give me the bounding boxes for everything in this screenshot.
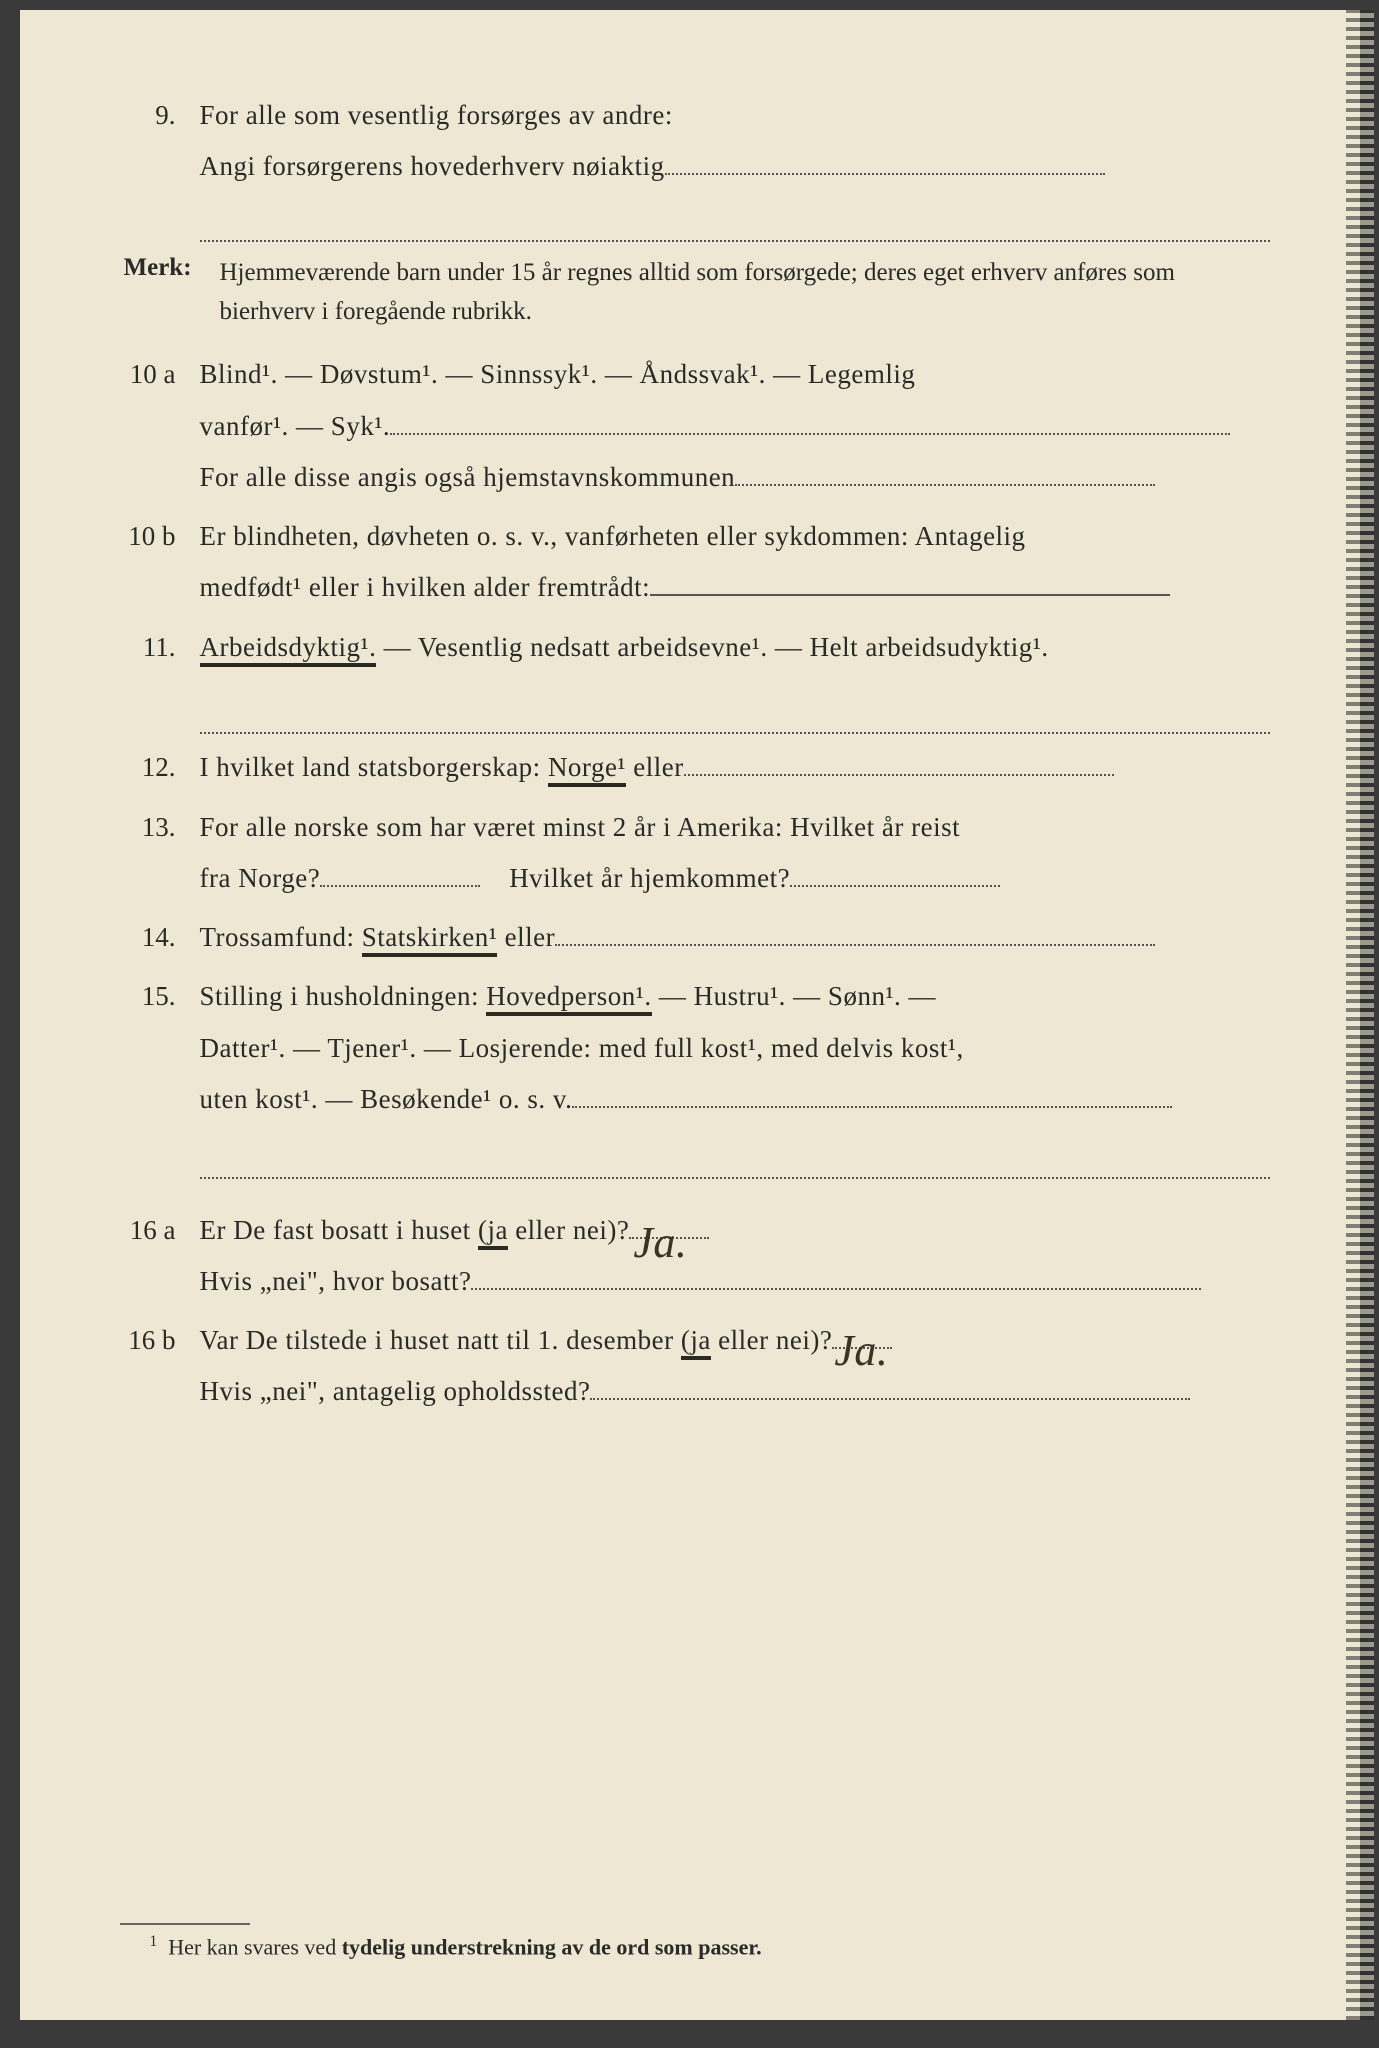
q9-content: For alle som vesentlig forsørges av andr…	[200, 90, 1270, 242]
fill-line	[572, 1106, 1172, 1108]
merk-text: Hjemmeværende barn under 15 år regnes al…	[220, 254, 1270, 332]
question-15: 15. Stilling i husholdningen: Hovedperso…	[120, 971, 1270, 1178]
question-10a: 10 a Blind¹. — Døvstum¹. — Sinnssyk¹. — …	[120, 349, 1270, 503]
q15-line1: Stilling i husholdningen: Hovedperson¹. …	[200, 971, 1270, 1022]
q14-content: Trossamfund: Statskirken¹ eller	[200, 912, 1270, 963]
q9-line2: Angi forsørgerens hovederhverv nøiaktig	[200, 141, 1270, 192]
q11-content: Arbeidsdyktig¹. — Vesentlig nedsatt arbe…	[200, 622, 1270, 734]
q16b-content: Var De tilstede i huset natt til 1. dese…	[200, 1315, 1270, 1418]
q13-line1: For alle norske som har været minst 2 år…	[200, 802, 1270, 853]
q16b-line1: Var De tilstede i huset natt til 1. dese…	[200, 1315, 1270, 1366]
fill-line	[200, 691, 1270, 734]
spacer	[120, 1187, 1270, 1205]
q15-line2: Datter¹. — Tjener¹. — Losjerende: med fu…	[200, 1023, 1270, 1074]
footnote: 1 Her kan svares ved tydelig understrekn…	[150, 1933, 762, 1960]
q10b-line1: Er blindheten, døvheten o. s. v., vanfør…	[200, 511, 1270, 562]
fill-line	[390, 433, 1230, 435]
q16b-number: 16 b	[120, 1315, 200, 1366]
question-9: 9. For alle som vesentlig forsørges av a…	[120, 90, 1270, 242]
q12-content: I hvilket land statsborgerskap: Norge¹ e…	[200, 742, 1270, 793]
q10a-line3: For alle disse angis også hjemstavnskomm…	[200, 452, 1270, 503]
q15-selected: Hovedperson¹.	[486, 981, 651, 1016]
q13-number: 13.	[120, 802, 200, 853]
q16a-line2: Hvis „nei", hvor bosatt?	[200, 1256, 1270, 1307]
q12-number: 12.	[120, 742, 200, 793]
handwritten-answer: Ja.	[834, 1309, 888, 1393]
question-11: 11. Arbeidsdyktig¹. — Vesentlig nedsatt …	[120, 622, 1270, 734]
q12-selected: Norge¹	[548, 752, 626, 787]
q11-selected: Arbeidsdyktig¹.	[200, 632, 377, 667]
q10a-line2: vanfør¹. — Syk¹.	[200, 401, 1270, 452]
paper-edge	[1346, 10, 1374, 2020]
fill-line: Ja.	[629, 1237, 709, 1239]
note-merk: Merk: Hjemmeværende barn under 15 år reg…	[120, 254, 1270, 332]
q16a-content: Er De fast bosatt i huset (ja eller nei)…	[200, 1205, 1270, 1308]
q10b-content: Er blindheten, døvheten o. s. v., vanfør…	[200, 511, 1270, 614]
question-16b: 16 b Var De tilstede i huset natt til 1.…	[120, 1315, 1270, 1418]
q10a-content: Blind¹. — Døvstum¹. — Sinnssyk¹. — Åndss…	[200, 349, 1270, 503]
fill-line: Ja.	[832, 1347, 892, 1349]
fill-line	[200, 1135, 1270, 1178]
handwritten-answer: Ja.	[633, 1201, 687, 1285]
fill-line	[735, 484, 1155, 486]
q16b-line2: Hvis „nei", antagelig opholdssted?	[200, 1366, 1270, 1417]
q10b-number: 10 b	[120, 511, 200, 562]
fill-line	[471, 1288, 1201, 1290]
q16a-number: 16 a	[120, 1205, 200, 1256]
q14-selected: Statskirken¹	[362, 922, 498, 957]
q15-content: Stilling i husholdningen: Hovedperson¹. …	[200, 971, 1270, 1178]
question-13: 13. For alle norske som har været minst …	[120, 802, 1270, 905]
q13-line2: fra Norge? Hvilket år hjemkommet?	[200, 853, 1270, 904]
question-12: 12. I hvilket land statsborgerskap: Norg…	[120, 742, 1270, 793]
fill-line	[684, 774, 1114, 776]
fill-line	[590, 1398, 1190, 1400]
q10a-number: 10 a	[120, 349, 200, 400]
q16b-selected-ja: (ja	[681, 1325, 711, 1360]
q13-content: For alle norske som har været minst 2 år…	[200, 802, 1270, 905]
question-14: 14. Trossamfund: Statskirken¹ eller	[120, 912, 1270, 963]
fill-line	[790, 885, 1000, 887]
fill-line	[200, 199, 1270, 242]
fill-line	[555, 944, 1155, 946]
q9-number: 9.	[120, 90, 200, 141]
q16a-line1: Er De fast bosatt i huset (ja eller nei)…	[200, 1205, 1270, 1256]
document-page: 9. For alle som vesentlig forsørges av a…	[20, 10, 1360, 2020]
q14-number: 14.	[120, 912, 200, 963]
q11-number: 11.	[120, 622, 200, 673]
footnote-rule	[120, 1923, 250, 1925]
q15-number: 15.	[120, 971, 200, 1022]
fill-line	[665, 173, 1105, 175]
fill-line	[650, 594, 1170, 596]
q16a-selected-ja: (ja	[478, 1215, 508, 1250]
q10b-line2: medfødt¹ eller i hvilken alder fremtrådt…	[200, 562, 1270, 613]
fill-line	[320, 885, 480, 887]
question-16a: 16 a Er De fast bosatt i huset (ja eller…	[120, 1205, 1270, 1308]
q10a-line1: Blind¹. — Døvstum¹. — Sinnssyk¹. — Åndss…	[200, 349, 1270, 400]
q9-line1: For alle som vesentlig forsørges av andr…	[200, 90, 1270, 141]
q15-line3: uten kost¹. — Besøkende¹ o. s. v.	[200, 1074, 1270, 1125]
question-10b: 10 b Er blindheten, døvheten o. s. v., v…	[120, 511, 1270, 614]
merk-label: Merk:	[120, 254, 220, 282]
